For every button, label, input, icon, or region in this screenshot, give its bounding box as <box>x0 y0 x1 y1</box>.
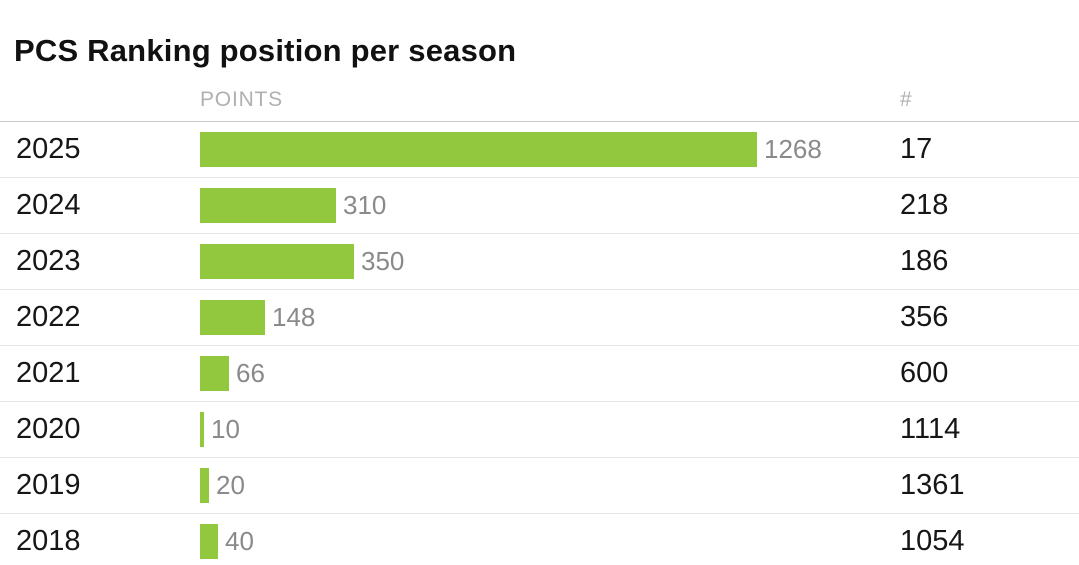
bar-track: 40 <box>200 524 897 559</box>
rank-value: 186 <box>900 245 949 277</box>
points-value: 350 <box>361 246 405 276</box>
rank-value: 1054 <box>900 525 965 557</box>
table-row: 2024 310 218 <box>0 178 1079 234</box>
points-value: 66 <box>236 358 265 388</box>
points-bar <box>200 356 229 391</box>
bar-track: 1268 <box>200 132 897 167</box>
points-bar <box>200 468 209 503</box>
table-header-row: POINTS # <box>0 69 1079 122</box>
points-value: 148 <box>272 302 316 332</box>
points-bar <box>200 244 354 279</box>
points-value: 310 <box>343 190 387 220</box>
year-label: 2021 <box>16 357 81 389</box>
bar-track: 20 <box>200 468 897 503</box>
rank-value: 1114 <box>900 413 961 445</box>
points-bar <box>200 132 757 167</box>
table-row: 2019 20 1361 <box>0 458 1079 514</box>
table-row: 2020 10 1114 <box>0 402 1079 458</box>
table-row: 2021 66 600 <box>0 346 1079 402</box>
table-row: 2018 40 1054 <box>0 514 1079 565</box>
year-label: 2025 <box>16 133 81 165</box>
points-bar <box>200 524 218 559</box>
points-bar <box>200 188 336 223</box>
bar-track: 350 <box>200 244 897 279</box>
bar-track: 310 <box>200 188 897 223</box>
rank-value: 600 <box>900 357 949 389</box>
points-bar <box>200 300 265 335</box>
bar-track: 148 <box>200 300 897 335</box>
points-value: 10 <box>211 414 240 444</box>
year-label: 2024 <box>16 189 81 221</box>
year-label: 2019 <box>16 469 81 501</box>
year-label: 2020 <box>16 413 81 445</box>
points-value: 40 <box>225 526 254 556</box>
rank-value: 17 <box>900 133 933 165</box>
year-label: 2023 <box>16 245 81 277</box>
bar-track: 66 <box>200 356 897 391</box>
points-value: 20 <box>216 470 245 500</box>
rank-column-header: # <box>900 88 913 111</box>
table-row: 2023 350 186 <box>0 234 1079 290</box>
year-label: 2018 <box>16 525 81 557</box>
table-row: 2025 1268 17 <box>0 122 1079 178</box>
points-column-header: POINTS <box>200 88 283 111</box>
page-title: PCS Ranking position per season <box>14 33 517 68</box>
rank-value: 356 <box>900 301 949 333</box>
points-value: 1268 <box>764 134 822 164</box>
year-label: 2022 <box>16 301 81 333</box>
bar-track: 10 <box>200 412 897 447</box>
points-bar <box>200 412 204 447</box>
table-row: 2022 148 356 <box>0 290 1079 346</box>
rank-value: 218 <box>900 189 949 221</box>
rank-value: 1361 <box>900 469 965 501</box>
